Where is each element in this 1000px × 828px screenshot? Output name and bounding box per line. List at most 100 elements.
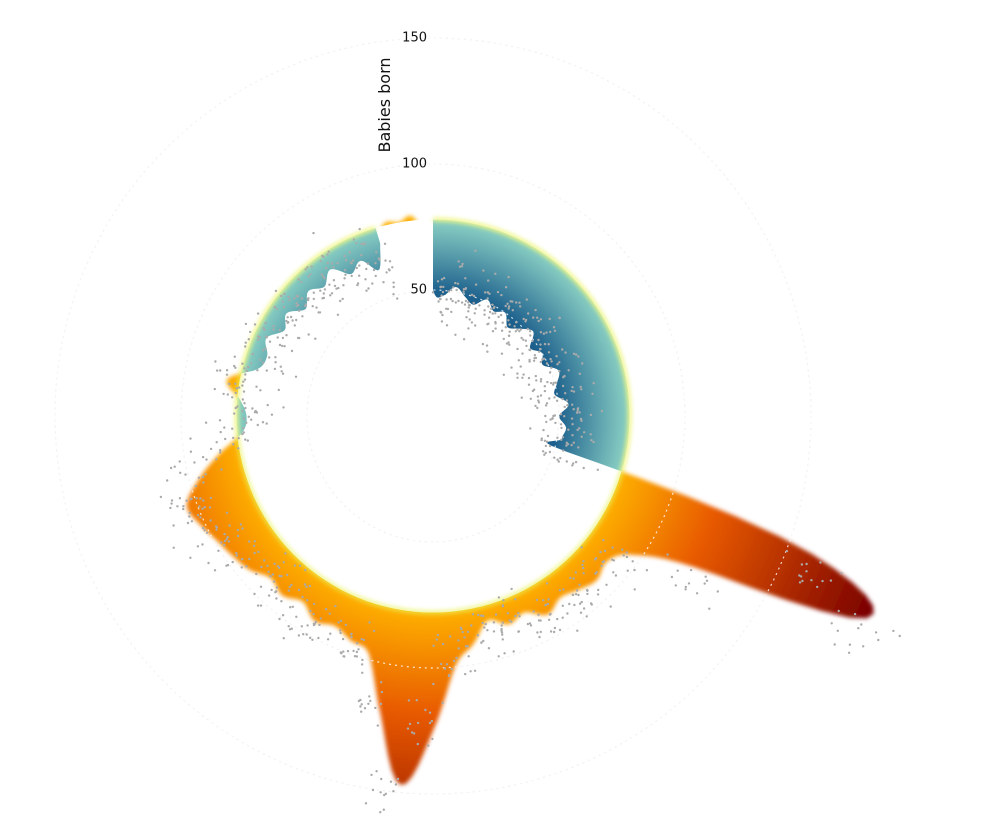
- scatter-point: [621, 548, 624, 551]
- scatter-point: [201, 543, 204, 546]
- scatter-point: [565, 399, 569, 402]
- scatter-point: [611, 558, 614, 561]
- scatter-point: [555, 355, 558, 358]
- scatter-point: [529, 427, 532, 430]
- scatter-point: [282, 637, 285, 640]
- scatter-point: [597, 588, 600, 592]
- scatter-point: [564, 392, 567, 395]
- scatter-point: [327, 250, 330, 253]
- scatter-point: [360, 638, 363, 641]
- scatter-point: [343, 277, 346, 280]
- scatter-point: [288, 585, 291, 589]
- scatter-point: [507, 319, 510, 322]
- scatter-point: [539, 630, 542, 634]
- scatter-point: [684, 585, 687, 589]
- scatter-point: [625, 551, 628, 554]
- scatter-point: [198, 505, 201, 508]
- scatter-point: [184, 473, 187, 476]
- scatter-point: [539, 360, 542, 364]
- scatter-point: [256, 604, 260, 607]
- scatter-point: [432, 682, 435, 686]
- scatter-point: [473, 312, 476, 315]
- scatter-point: [220, 541, 223, 544]
- scatter-point: [283, 292, 286, 296]
- scatter-point: [560, 438, 563, 441]
- scatter-point: [319, 617, 322, 620]
- scatter-point: [575, 411, 579, 414]
- scatter-point: [517, 612, 520, 615]
- scatter-point: [625, 555, 629, 559]
- scatter-point: [545, 362, 549, 365]
- scatter-point: [204, 421, 208, 424]
- scatter-point: [265, 369, 268, 372]
- scatter-point: [507, 275, 510, 279]
- scatter-point: [572, 441, 575, 444]
- scatter-point: [318, 311, 322, 314]
- scatter-point: [536, 631, 539, 634]
- scatter-point: [431, 737, 434, 741]
- scatter-point: [295, 615, 298, 618]
- scatter-point: [551, 417, 554, 420]
- scatter-point: [295, 294, 299, 298]
- scatter-point: [524, 339, 528, 342]
- scatter-point: [596, 468, 599, 471]
- scatter-point: [324, 607, 328, 611]
- scatter-point: [575, 589, 579, 592]
- scatter-point: [219, 369, 222, 372]
- scatter-point: [467, 304, 471, 307]
- scatter-point: [489, 307, 493, 310]
- scatter-point: [461, 630, 464, 634]
- scatter-point: [486, 297, 489, 300]
- scatter-point: [225, 511, 229, 514]
- scatter-point: [567, 428, 570, 431]
- scatter-point: [264, 322, 267, 325]
- scatter-point: [488, 310, 492, 314]
- scatter-point: [527, 383, 531, 386]
- scatter-point: [166, 479, 169, 482]
- scatter-point: [537, 319, 540, 323]
- scatter-point: [449, 635, 452, 638]
- scatter-point: [602, 539, 605, 542]
- scatter-point: [205, 458, 208, 461]
- scatter-point: [300, 297, 304, 300]
- scatter-point: [546, 380, 549, 384]
- scatter-point: [543, 389, 547, 393]
- scatter-point: [367, 702, 370, 705]
- scatter-point: [280, 370, 283, 373]
- scatter-point: [582, 607, 586, 610]
- scatter-point: [529, 624, 533, 627]
- scatter-point: [491, 303, 494, 306]
- scatter-point: [603, 549, 607, 553]
- scatter-point: [226, 393, 229, 396]
- scatter-point: [234, 366, 237, 369]
- scatter-point: [355, 242, 358, 245]
- scatter-point: [527, 376, 531, 380]
- scatter-point: [553, 329, 557, 332]
- scatter-point: [537, 619, 541, 622]
- scatter-point: [303, 583, 307, 586]
- scatter-point: [529, 334, 532, 337]
- scatter-point: [430, 719, 434, 723]
- scatter-point: [360, 253, 363, 257]
- y-tick-label: 50: [410, 283, 427, 298]
- scatter-point: [537, 401, 541, 404]
- scatter-point: [833, 643, 836, 646]
- scatter-point: [223, 543, 226, 547]
- scatter-point: [392, 293, 395, 296]
- scatter-point: [219, 451, 222, 454]
- scatter-point: [241, 362, 244, 365]
- scatter-point: [176, 505, 179, 508]
- scatter-point: [534, 404, 537, 408]
- scatter-point: [287, 589, 290, 592]
- scatter-point: [582, 572, 585, 575]
- scatter-point: [477, 613, 480, 617]
- scatter-point: [805, 562, 808, 566]
- scatter-point: [237, 447, 240, 450]
- scatter-point: [394, 783, 398, 786]
- scatter-point: [361, 671, 364, 674]
- grid-ring-overlay: [54, 37, 812, 795]
- scatter-point: [241, 432, 244, 436]
- scatter-point: [225, 538, 228, 541]
- scatter-point: [500, 624, 503, 627]
- scatter-point: [462, 338, 466, 341]
